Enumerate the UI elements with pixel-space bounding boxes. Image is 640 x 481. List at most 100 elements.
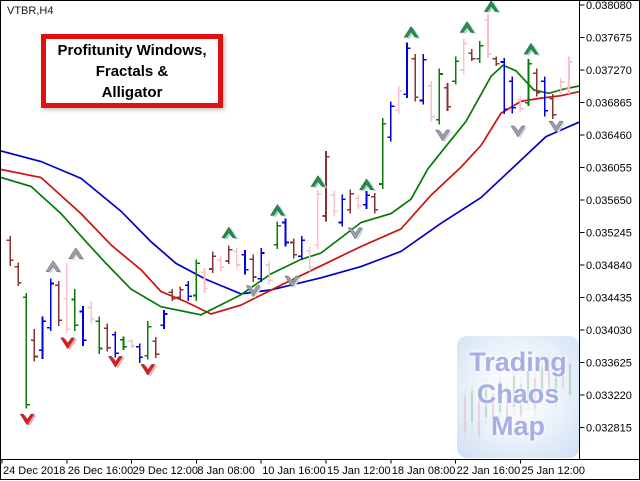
ohlc-bar [120, 336, 127, 351]
price-axis[interactable]: 0.038080 0.037675 0.037270 0.036865 0.036460… [579, 1, 632, 435]
watermark-line-2: Chaos [476, 379, 560, 409]
ohlc-bar [233, 248, 241, 270]
ohlc-bar [460, 38, 468, 75]
ohlc-bar [71, 289, 79, 331]
fractal-up-green-arrow [310, 175, 328, 188]
ohlc-bar [87, 301, 95, 324]
chart-frame [1, 1, 640, 460]
ohlc-bar [338, 194, 346, 227]
ohlc-bar [516, 95, 524, 113]
ohlc-bar [354, 194, 362, 209]
watermark-candles-decoration [463, 349, 572, 443]
ohlc-bar [403, 42, 411, 99]
ohlc-bar [201, 268, 208, 294]
ohlc-bar [298, 236, 306, 260]
fractal-down-gray-arrow [245, 285, 263, 298]
svg-text:0.033625: 0.033625 [586, 358, 632, 370]
watermark-logo: Trading Chaos Map [457, 336, 579, 458]
fractal-arrows [19, 1, 566, 427]
ohlc-bar [152, 337, 160, 359]
ohlc-bar [22, 293, 30, 409]
svg-text:10 Jan 16:00: 10 Jan 16:00 [262, 465, 326, 477]
ohlc-bar [525, 58, 532, 107]
fractal-up-green-arrow [403, 25, 421, 39]
alligator-teeth-line [1, 90, 580, 315]
ohlc-bar [39, 316, 46, 359]
ohlc-bar [290, 238, 298, 259]
fractal-down-red-arrow [140, 364, 158, 377]
svg-text:0.034840: 0.034840 [586, 260, 632, 272]
ohlc-bar [209, 251, 217, 274]
svg-text:0.037675: 0.037675 [586, 33, 632, 45]
ohlc-bar [533, 68, 541, 97]
ohlc-bar [452, 56, 460, 85]
ohlc-bar [541, 76, 549, 117]
ohlc-bar [63, 262, 71, 334]
ohlc-bar [508, 76, 516, 114]
annotation-line-1: Profitunity Windows, [57, 41, 207, 59]
ohlc-bar [6, 236, 14, 266]
fractal-up-green-arrow [221, 226, 239, 240]
svg-text:25 Jan 12:00: 25 Jan 12:00 [521, 465, 585, 477]
fractal-up-gray-arrow [45, 260, 63, 273]
ohlc-bar [346, 189, 354, 214]
alligator-jaw-line [1, 121, 580, 295]
ohlc-bar [427, 81, 435, 122]
ohlc-bar [273, 221, 281, 249]
watermark-line-3: Map [491, 411, 545, 441]
ohlc-bar [363, 191, 370, 209]
ohlc-bar [30, 329, 38, 362]
ohlc-bar [282, 218, 289, 247]
ohlc-bar [557, 78, 565, 95]
fractal-down-gray-arrow [347, 227, 365, 241]
ohlc-bar [184, 281, 192, 302]
ohlc-bar [168, 289, 176, 302]
ohlc-bar [14, 262, 22, 286]
ohlc-bar [55, 281, 63, 326]
annotation-line-3: Alligator [101, 83, 163, 101]
ohlc-bar [444, 82, 451, 111]
fractal-down-gray-arrow [510, 125, 528, 139]
fractal-down-gray-arrow [435, 129, 452, 143]
ohlc-bar [306, 246, 314, 272]
fractal-down-red-arrow [60, 337, 77, 351]
svg-text:18 Jan 08:00: 18 Jan 08:00 [392, 465, 456, 477]
ohlc-bar [95, 316, 103, 355]
fractal-down-red-arrow [108, 356, 125, 369]
ohlc-bar [136, 343, 144, 363]
svg-text:0.036865: 0.036865 [586, 98, 632, 110]
ohlc-bar [565, 56, 573, 95]
ohlc-bar [549, 94, 557, 119]
fractal-up-gray-arrow [68, 247, 86, 260]
svg-text:8 Jan 08:00: 8 Jan 08:00 [197, 465, 255, 477]
watermark-text: Trading Chaos Map [457, 346, 579, 442]
ohlc-bar [128, 338, 136, 349]
symbol-timeframe-label: VTBR,H4 [7, 5, 54, 17]
ohlc-bar [330, 191, 338, 217]
fractal-up-green-arrow [270, 204, 287, 217]
annotation-line-2: Fractals & [95, 62, 169, 80]
ohlc-bar [435, 68, 443, 125]
ohlc-bar [484, 13, 492, 58]
fractal-down-gray-arrow [548, 120, 566, 134]
annotation-box: Profitunity Windows, Fractals & Alligato… [41, 34, 223, 108]
ohlc-bar [265, 260, 273, 285]
ohlc-bar [176, 286, 184, 300]
time-axis[interactable]: 24 Dec 2018 26 Dec 16:00 29 Dec 12:00 8 Jan… [1, 459, 585, 478]
ohlc-bar [103, 323, 111, 352]
fractal-down-red-arrow [19, 413, 37, 427]
svg-text:22 Jan 16:00: 22 Jan 16:00 [457, 465, 521, 477]
svg-text:0.038080: 0.038080 [586, 1, 632, 12]
svg-text:0.034030: 0.034030 [586, 325, 632, 337]
fractal-up-green-arrow [523, 42, 541, 56]
svg-text:15 Jan 12:00: 15 Jan 12:00 [327, 465, 391, 477]
svg-text:0.035650: 0.035650 [586, 195, 632, 207]
ohlc-bar [500, 57, 508, 115]
ohlc-bar [225, 245, 233, 265]
fractal-up-green-arrow [459, 21, 477, 34]
ohlc-bar [379, 118, 387, 189]
ohlc-bar [371, 192, 379, 214]
svg-text:0.036460: 0.036460 [586, 130, 632, 142]
